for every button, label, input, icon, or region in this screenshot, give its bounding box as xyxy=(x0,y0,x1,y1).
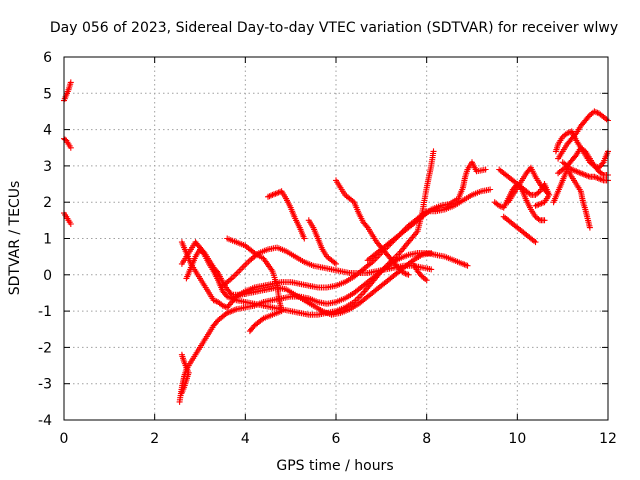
data-point xyxy=(370,257,377,264)
data-point xyxy=(240,263,247,270)
data-track xyxy=(61,210,74,227)
data-track xyxy=(61,135,74,151)
data-track xyxy=(550,166,593,231)
data-track xyxy=(500,213,539,246)
data-point xyxy=(67,79,74,86)
y-tick-label: 4 xyxy=(43,123,52,139)
data-track xyxy=(333,177,412,278)
data-point xyxy=(357,293,364,299)
data-point xyxy=(430,148,437,155)
data-track xyxy=(61,79,74,104)
y-axis-label: SDTVAR / TECUs xyxy=(7,181,23,296)
data-track xyxy=(178,351,192,396)
data-point xyxy=(544,190,551,197)
data-point xyxy=(248,326,254,333)
data-point xyxy=(423,277,430,284)
data-point xyxy=(572,131,579,138)
data-point xyxy=(363,223,370,230)
data-point xyxy=(594,167,601,173)
x-tick-label: 4 xyxy=(241,431,250,447)
chart-title: Day 056 of 2023, Sidereal Day-to-day VTE… xyxy=(50,20,618,36)
x-tick-label: 8 xyxy=(422,431,431,447)
data-track xyxy=(305,217,339,267)
data-point xyxy=(532,202,539,209)
data-point xyxy=(546,191,553,198)
data-track xyxy=(219,244,435,289)
y-tick-label: 5 xyxy=(43,86,52,102)
y-tick-label: 1 xyxy=(43,232,52,248)
data-track xyxy=(224,235,285,335)
x-tick-label: 12 xyxy=(599,431,617,447)
data-point xyxy=(599,160,606,167)
data-point xyxy=(487,186,494,193)
data-point xyxy=(572,153,579,160)
data-track xyxy=(183,148,437,318)
data-point xyxy=(395,265,402,271)
x-tick-label: 0 xyxy=(60,431,69,447)
data-point xyxy=(246,328,253,335)
data-point xyxy=(242,261,249,268)
data-point xyxy=(464,262,471,269)
data-point xyxy=(67,221,74,227)
y-tick-label: -3 xyxy=(38,377,52,393)
data-point xyxy=(301,235,308,242)
y-tick-label: 0 xyxy=(43,268,52,284)
x-tick-labels: 0 2 4 6 8 10 12 xyxy=(60,431,617,447)
y-tick-label: 2 xyxy=(43,195,52,211)
grid-lines xyxy=(64,57,608,420)
data-track xyxy=(505,164,553,206)
data-point xyxy=(541,217,548,224)
data-track xyxy=(265,188,308,242)
data-point xyxy=(405,271,412,278)
data-point xyxy=(586,224,593,231)
data-point xyxy=(236,267,243,274)
x-tick-label: 6 xyxy=(332,431,341,447)
y-tick-labels: -4 -3 -2 -1 0 1 2 3 4 5 6 xyxy=(38,50,52,429)
data-track xyxy=(559,159,611,184)
data-point xyxy=(428,266,435,273)
data-point xyxy=(233,270,240,277)
x-axis-label: GPS time / hours xyxy=(276,458,393,474)
data-point xyxy=(67,144,74,151)
y-tick-label: 3 xyxy=(43,159,52,175)
y-tick-label: -4 xyxy=(38,413,52,429)
data-track xyxy=(410,260,430,284)
x-tick-label: 2 xyxy=(150,431,159,447)
x-tick-label: 10 xyxy=(508,431,526,447)
y-tick-label: -1 xyxy=(38,304,52,320)
data-point xyxy=(333,260,339,267)
data-track xyxy=(364,159,489,264)
plot-frame xyxy=(63,56,609,421)
data-point xyxy=(532,239,539,246)
data-point xyxy=(428,250,435,256)
data-point xyxy=(200,250,207,257)
data-point xyxy=(355,294,362,301)
data-point xyxy=(482,166,489,173)
y-tick-label: 6 xyxy=(43,50,52,66)
y-tick-label: -2 xyxy=(38,340,52,356)
data-point xyxy=(178,389,185,396)
